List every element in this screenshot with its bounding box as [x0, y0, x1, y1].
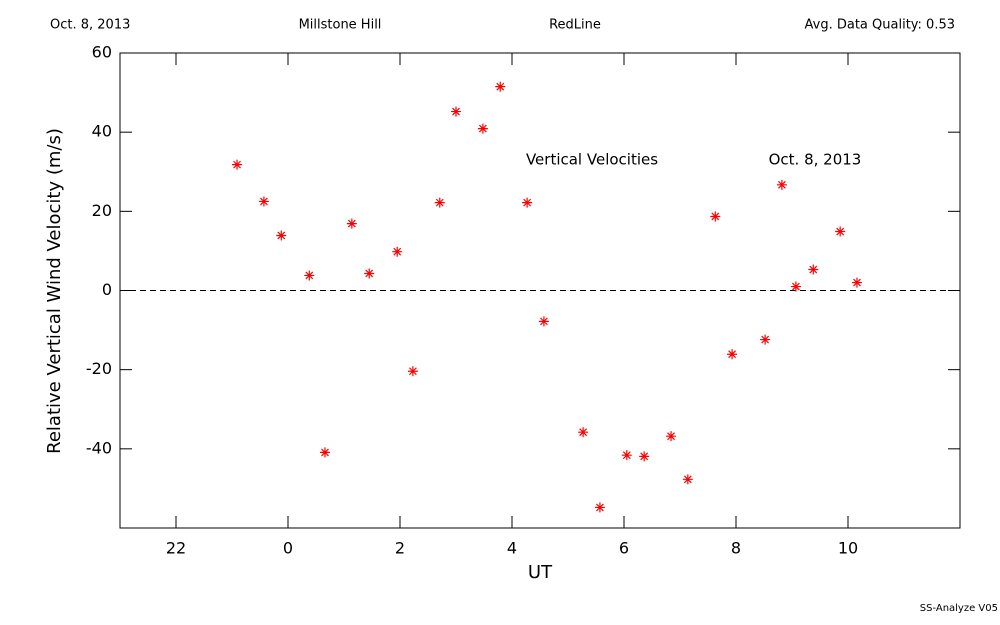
data-point: [639, 451, 650, 462]
x-tick-label: 8: [731, 539, 741, 558]
header-line: RedLine: [549, 18, 601, 33]
y-tick-label: 40: [92, 122, 112, 141]
data-point: [276, 230, 287, 241]
data-point: [594, 502, 605, 513]
x-tick-label: 2: [395, 539, 405, 558]
footer: SS-Analyze V05: [920, 603, 998, 614]
annotation: Oct. 8, 2013: [769, 151, 862, 169]
data-point: [790, 281, 801, 292]
y-tick-label: -20: [86, 359, 112, 378]
data-point: [477, 123, 488, 134]
data-point: [407, 366, 418, 377]
x-tick-label: 4: [507, 539, 517, 558]
header-site: Millstone Hill: [299, 18, 382, 33]
y-tick-label: 0: [102, 280, 112, 299]
data-point: [835, 226, 846, 237]
header-date: Oct. 8, 2013: [50, 18, 130, 33]
x-axis-label: UT: [528, 562, 553, 583]
data-point: [495, 81, 506, 92]
data-point: [346, 218, 357, 229]
data-point: [451, 106, 461, 117]
data-point: [538, 316, 549, 327]
y-tick-label: 20: [92, 201, 112, 220]
data-point: [392, 246, 403, 257]
x-tick-label: 6: [619, 539, 629, 558]
data-point: [621, 450, 632, 461]
y-axis-label: Relative Vertical Wind Velocity (m/s): [44, 128, 65, 454]
data-point: [710, 211, 721, 222]
header-quality: Avg. Data Quality: 0.53: [805, 18, 955, 33]
data-point: [304, 270, 315, 281]
x-tick-label: 22: [166, 539, 186, 558]
data-point: [578, 427, 589, 438]
x-tick-label: 0: [283, 539, 293, 558]
data-point: [808, 264, 819, 275]
data-point: [666, 431, 677, 442]
data-point: [776, 179, 787, 190]
data-point: [232, 159, 243, 170]
data-point: [727, 349, 738, 360]
data-point: [851, 277, 862, 288]
data-point: [364, 268, 375, 279]
data-point: [760, 334, 771, 345]
data-point: [522, 197, 533, 208]
y-tick-label: -40: [86, 438, 112, 457]
data-point: [258, 196, 269, 207]
data-point: [434, 197, 445, 208]
annotation: Vertical Velocities: [526, 151, 658, 169]
data-point: [319, 447, 330, 458]
data-point: [682, 474, 693, 485]
y-tick-label: 60: [92, 43, 112, 62]
x-tick-label: 10: [838, 539, 858, 558]
